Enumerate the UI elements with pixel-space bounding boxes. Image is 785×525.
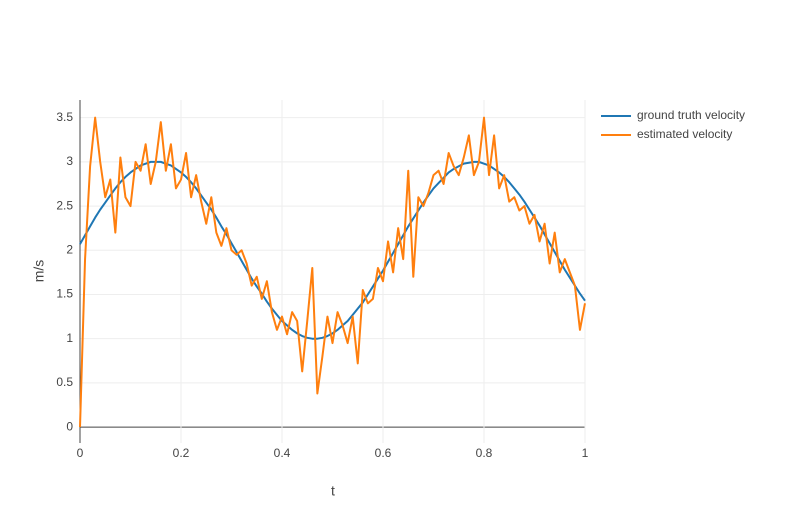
y-tick-label: 3.5 bbox=[56, 110, 73, 124]
legend-label: estimated velocity bbox=[637, 127, 732, 141]
x-tick-label: 0.4 bbox=[274, 446, 291, 460]
y-axis-label: m/s bbox=[31, 260, 47, 283]
y-tick-label: 0 bbox=[66, 419, 73, 433]
legend-label: ground truth velocity bbox=[637, 108, 745, 122]
x-tick-label: 0 bbox=[77, 446, 84, 460]
y-tick-label: 1 bbox=[66, 331, 73, 345]
y-tick-label: 1.5 bbox=[56, 287, 73, 301]
x-tick-label: 0.2 bbox=[173, 446, 190, 460]
x-tick-label: 1 bbox=[582, 446, 589, 460]
y-tick-label: 2.5 bbox=[56, 198, 73, 212]
x-tick-label: 0.6 bbox=[375, 446, 392, 460]
y-tick-label: 3 bbox=[66, 154, 73, 168]
x-axis-label: t bbox=[331, 483, 335, 499]
line-series bbox=[79, 116, 586, 428]
y-tick-label: 2 bbox=[66, 242, 73, 256]
x-tick-label: 0.8 bbox=[476, 446, 493, 460]
y-tick-label: 0.5 bbox=[56, 375, 73, 389]
